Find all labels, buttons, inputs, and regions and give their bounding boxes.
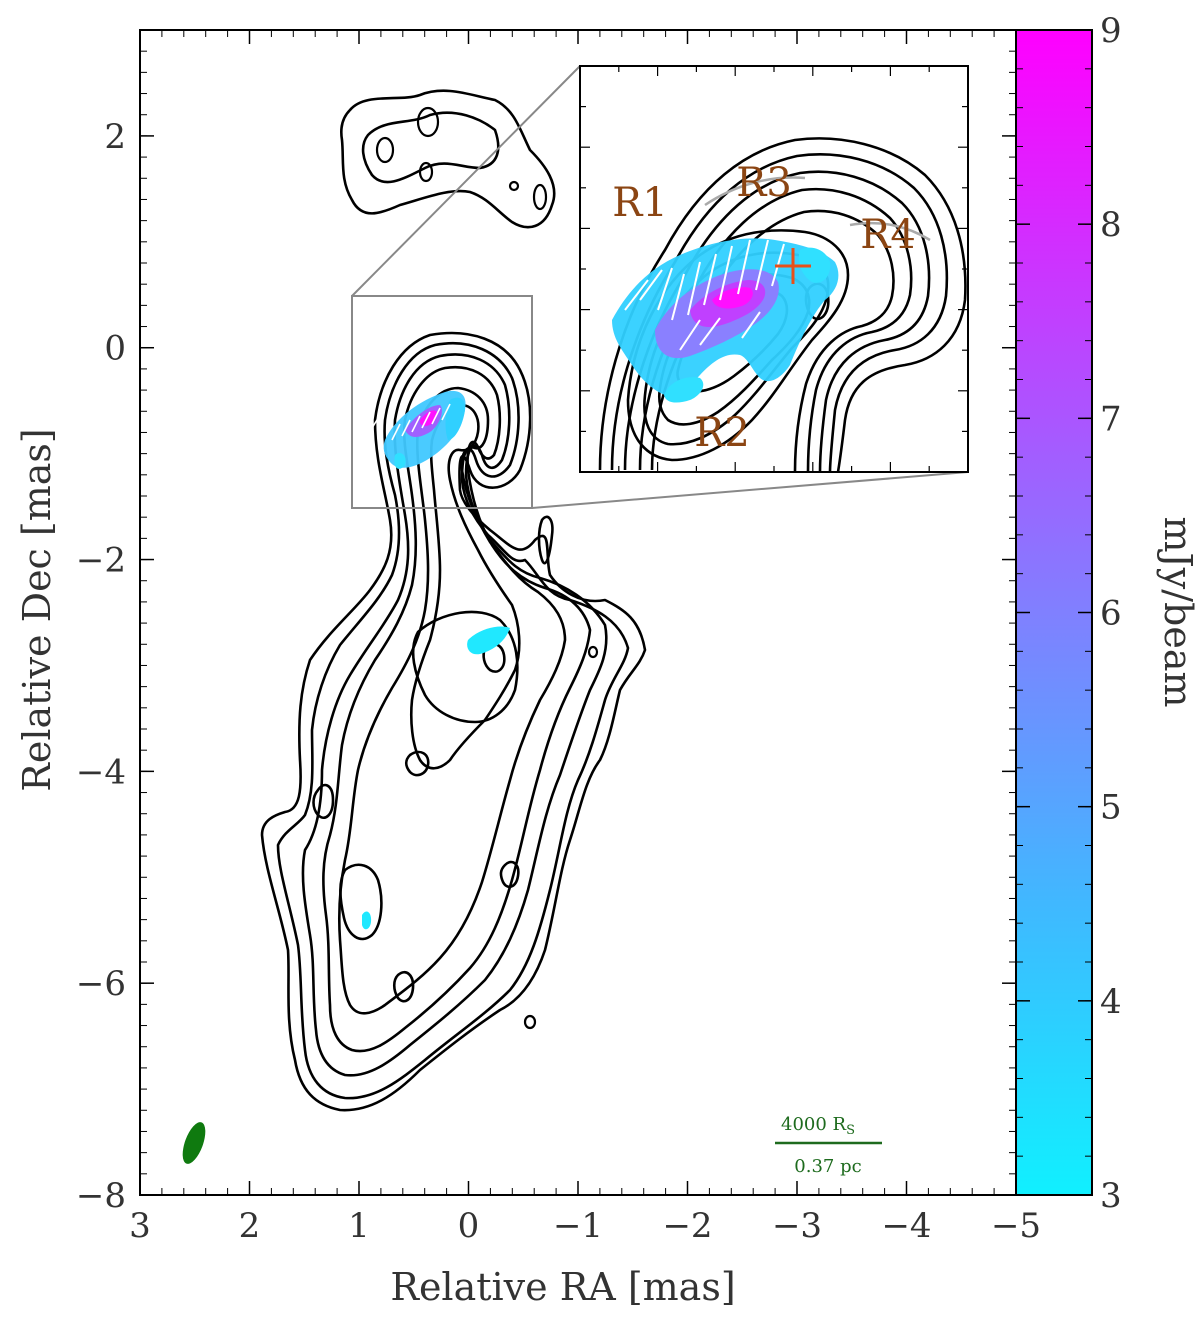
contour-north-knot3 (418, 161, 434, 183)
contour-knot-east (499, 860, 520, 889)
colorbar-tick-label: 7 (1100, 399, 1122, 439)
y-tick-labels: 2 0 −2 −4 −6 −8 (76, 117, 126, 1216)
polarization-overlay (362, 390, 510, 930)
y-axis-title: Relative Dec [mas] (15, 428, 59, 792)
x-tick-label: 0 (458, 1206, 480, 1246)
label-R1: R1 (612, 180, 668, 226)
colorbar-tick-label: 5 (1100, 788, 1122, 828)
y-tick-label: −6 (76, 964, 126, 1004)
contour-north-knot1 (416, 106, 440, 138)
contour-knot-mid (404, 750, 430, 777)
evpa-sticks-inset (624, 239, 785, 351)
contour-knot-east3 (587, 645, 599, 659)
pol-central-knot (467, 626, 510, 655)
contour-knot-east2 (523, 1014, 537, 1030)
y-tick-label: −4 (76, 752, 126, 792)
inset-cross-marker (775, 248, 811, 284)
evpa-sticks-main (371, 403, 451, 441)
contour-level-6 (409, 403, 521, 770)
inset-pol-max (712, 287, 753, 309)
x-axis-title: Relative RA [mas] (390, 1265, 735, 1309)
colorbar-tick-label: 8 (1100, 205, 1122, 245)
x-tick-label: 3 (129, 1206, 151, 1246)
x-tick-label: 2 (239, 1206, 261, 1246)
contour-level-5 (337, 386, 567, 1015)
pol-core-east (445, 397, 466, 440)
pol-core-lower (394, 453, 406, 469)
contour-knot-central (411, 610, 519, 724)
contour-map (260, 89, 647, 1112)
contour-level-3 (301, 353, 608, 1077)
inset-gray-arc-2 (849, 221, 931, 242)
x-tick-label: −2 (662, 1206, 712, 1246)
contour-knot-west (312, 783, 335, 820)
y-tick-label: 0 (104, 329, 126, 369)
zoom-box (351, 295, 533, 509)
inset-ticks (580, 66, 968, 472)
contour-north-inner (361, 111, 500, 184)
contour-level-4 (322, 365, 592, 1053)
colorbar-label: mJy/beam (1156, 516, 1200, 707)
inset-pol-r4 (798, 247, 831, 283)
x-tick-labels: 3 2 1 0 −1 −2 −3 −4 −5 (129, 1206, 1041, 1246)
contour-spur (537, 515, 554, 565)
contour-level-2 (276, 341, 630, 1100)
inset-gray-arc-1 (704, 176, 806, 207)
zoom-connector-bottom (531, 471, 969, 509)
contour-knot-south (339, 863, 383, 941)
colorbar-tick-label: 4 (1100, 982, 1122, 1022)
y-tick-label: −8 (76, 1176, 126, 1216)
contour-level-1 (260, 331, 647, 1112)
scale-bar-bottom-label: 0.37 pc (794, 1156, 861, 1177)
zoom-connector-top (351, 65, 581, 297)
x-tick-label: −1 (553, 1206, 603, 1246)
inset-pol-r2 (664, 377, 704, 403)
scale-bar-top-label: 4000 RS (781, 1114, 855, 1138)
contour-north-knot4 (532, 183, 548, 211)
x-tick-label: −3 (772, 1206, 822, 1246)
label-R2: R2 (694, 410, 750, 456)
colorbar-tick-label: 3 (1100, 1176, 1122, 1216)
inset-panel: R1 R2 R3 R4 (579, 65, 969, 473)
colorbar-tick-labels: 3 4 5 6 7 8 9 (1100, 11, 1122, 1216)
label-R3: R3 (736, 160, 792, 206)
beam-ellipse (182, 1122, 206, 1164)
inset-contour-1 (598, 137, 967, 471)
y-tick-label: 2 (104, 117, 126, 157)
x-tick-label: −5 (991, 1206, 1041, 1246)
x-tick-label: −4 (881, 1206, 931, 1246)
pol-south-knot (362, 911, 372, 930)
x-tick-label: 1 (348, 1206, 370, 1246)
contour-north-outer (339, 89, 556, 229)
colorbar-ticks (1016, 29, 1092, 1196)
label-R4: R4 (860, 212, 916, 258)
contour-knot-south2 (392, 970, 415, 1003)
colorbar-tick-label: 6 (1100, 594, 1122, 634)
contour-north-knot2 (375, 136, 395, 164)
colorbar-tick-label: 9 (1100, 11, 1122, 51)
contour-north-knot5 (508, 180, 520, 192)
scale-bar: 4000 RS 0.37 pc (775, 1114, 882, 1177)
y-tick-label: −2 (76, 541, 126, 581)
